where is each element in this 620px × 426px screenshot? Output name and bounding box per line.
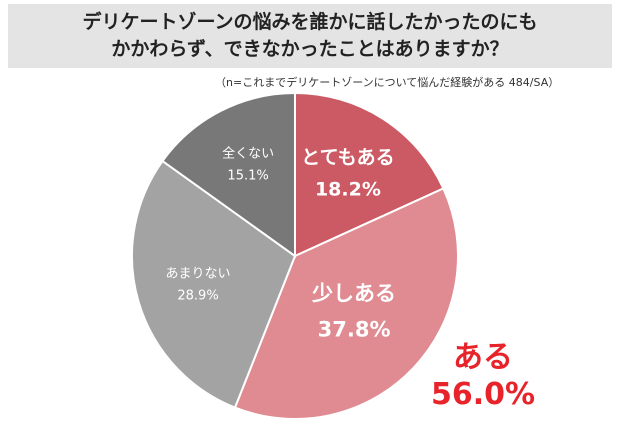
pie-slice <box>233 187 459 420</box>
slice-value-label: 37.8% <box>318 317 391 341</box>
slice-value-label: 18.2% <box>315 179 381 201</box>
slice-value-label: 28.9% <box>177 288 218 303</box>
slice-name-label: 少しある <box>311 282 396 306</box>
pie-slice <box>161 91 296 258</box>
callout-label: ある <box>453 340 513 375</box>
slice-name-label: あまりない <box>166 266 231 281</box>
chart-title-box: デリケートゾーンの悩みを誰かに話したかったのにも かかわらず、できなかったことは… <box>8 4 612 68</box>
pie-slice <box>131 159 297 409</box>
pie-slice <box>294 91 445 258</box>
sample-note: （n=これまでデリケートゾーンについて悩んだ経験がある 484/SA） <box>215 76 560 89</box>
chart-title-line-2: かかわらず、できなかったことはありますか？ <box>111 38 509 60</box>
slice-value-label: 15.1% <box>227 169 268 184</box>
slice-name-label: 全くない <box>222 145 274 161</box>
slice-name-label: とてもある <box>301 146 394 168</box>
combined-callout: ある 56.0% <box>428 340 538 414</box>
callout-value: 56.0% <box>430 377 536 412</box>
chart-title-line-1: デリケートゾーンの悩みを誰かに話したかったのにも <box>82 11 538 33</box>
